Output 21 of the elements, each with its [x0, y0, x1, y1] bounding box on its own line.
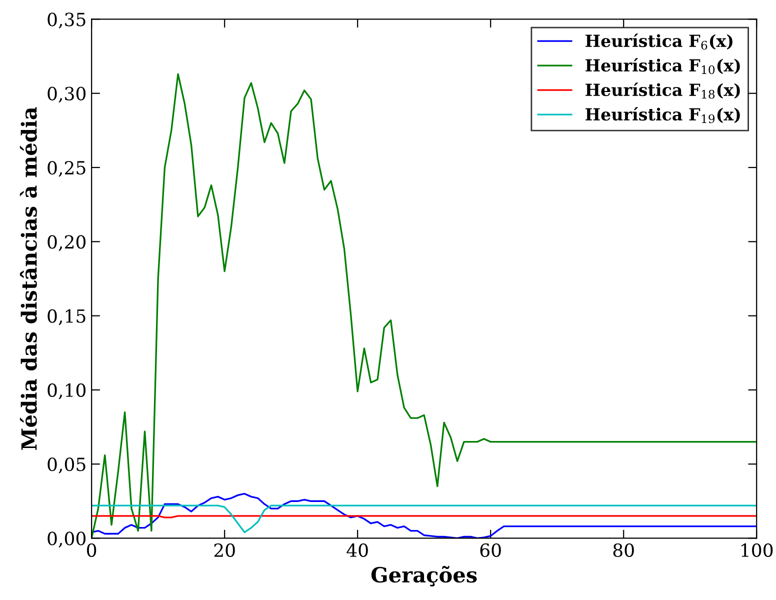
x-tick-label: 80 — [613, 543, 634, 558]
x-axis-title: Gerações — [371, 566, 477, 586]
y-tick-label: 0,05 — [48, 458, 86, 474]
y-tick-label: 0,30 — [48, 86, 86, 103]
legend-label: Heurística F$_{10}$(x) — [586, 58, 740, 74]
legend-label: Heurística F$_{18}$(x) — [586, 82, 740, 99]
y-axis-title: Média das distâncias à média — [20, 107, 37, 450]
x-tick-label: 0 — [87, 543, 96, 558]
y-tick-label: 0,10 — [48, 383, 86, 400]
y-tick-label: 0,20 — [48, 235, 86, 251]
legend-label: Heurística F$_{6}$(x) — [586, 34, 732, 50]
y-tick-label: 0,15 — [48, 309, 86, 326]
x-tick-label: 100 — [742, 543, 773, 558]
x-tick-label: 40 — [346, 543, 368, 558]
line-series — [92, 504, 757, 534]
y-tick-label: 0,35 — [48, 12, 86, 29]
legend-label: Heurística F$_{19}$(x) — [586, 107, 740, 124]
x-tick-label: 20 — [214, 543, 235, 558]
x-tick-label: 60 — [480, 543, 501, 558]
y-tick-label: 0,00 — [48, 532, 86, 548]
y-tick-label: 0,25 — [48, 160, 86, 177]
